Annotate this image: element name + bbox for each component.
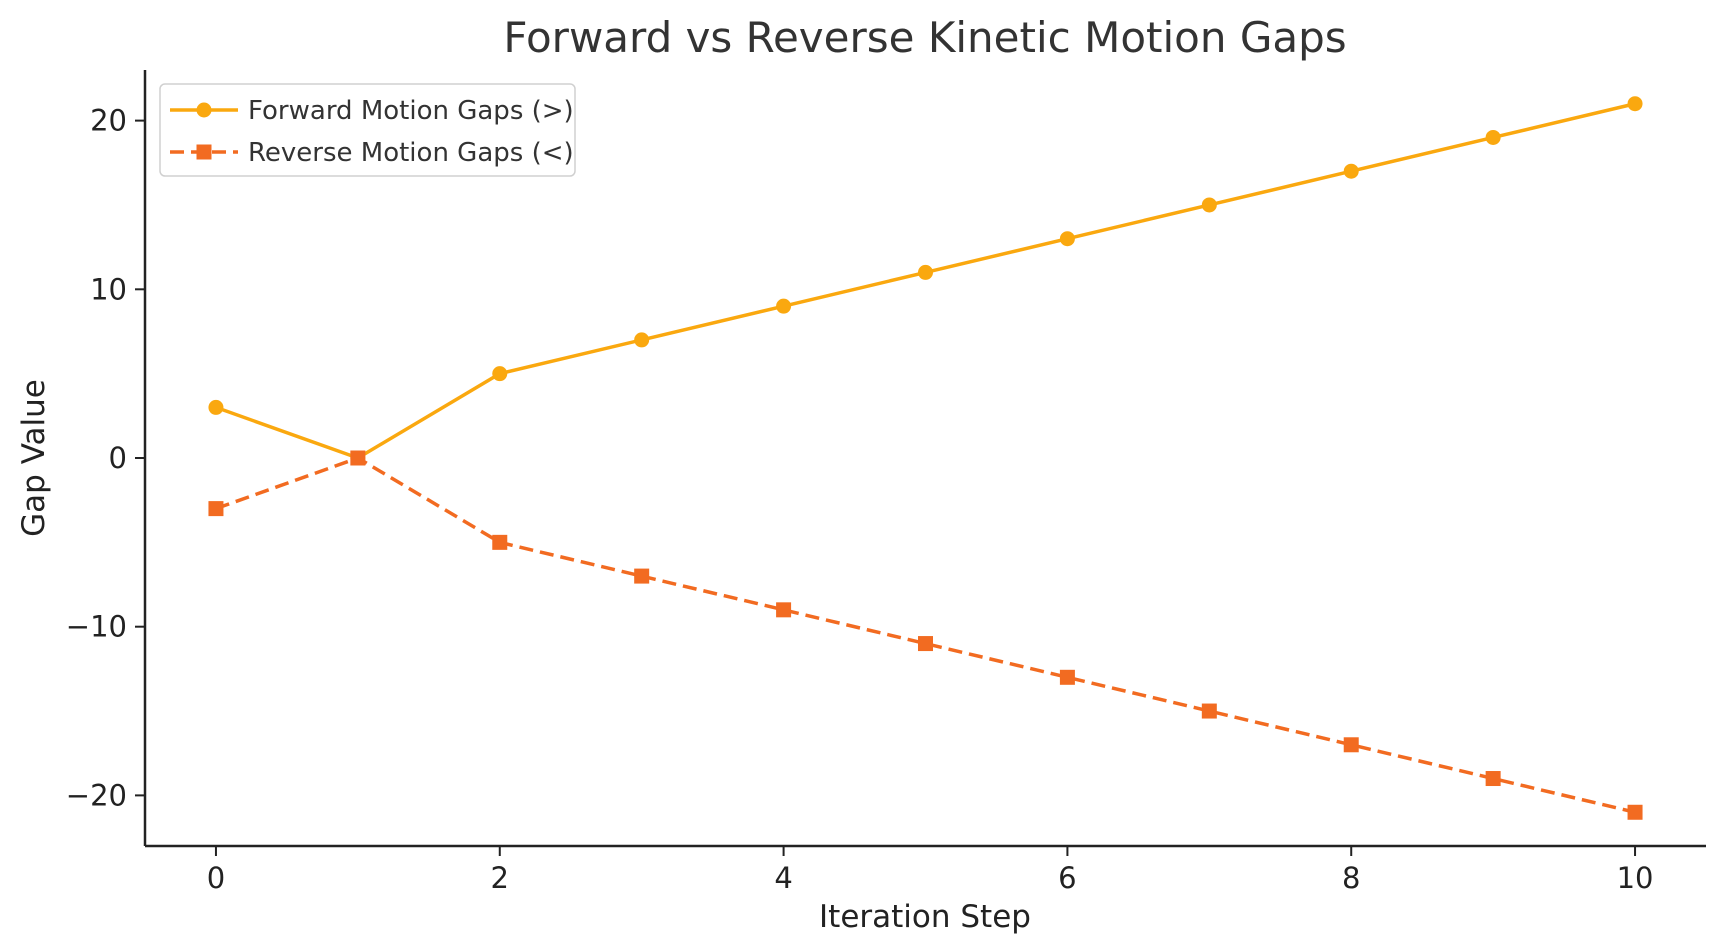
legend-marker (196, 102, 212, 118)
data-point (350, 450, 366, 466)
data-point (1485, 129, 1501, 145)
data-point (492, 534, 508, 550)
y-tick-label: 10 (90, 272, 127, 306)
x-tick-label: 8 (1342, 861, 1360, 895)
data-point (492, 366, 508, 382)
x-tick-label: 2 (491, 861, 509, 895)
data-point (776, 602, 792, 618)
axes (143, 70, 1706, 848)
data-point (1343, 163, 1359, 179)
x-tick-label: 6 (1058, 861, 1076, 895)
series-line (215, 456, 1636, 814)
legend-box (159, 83, 576, 177)
data-point (1059, 669, 1075, 685)
data-point (208, 399, 224, 415)
series-forward (208, 96, 1643, 466)
y-tick-label: −10 (66, 610, 127, 644)
data-point (1627, 96, 1643, 112)
legend-label: Reverse Motion Gaps (<) (248, 138, 574, 168)
data-point (918, 636, 933, 652)
data-point (634, 568, 650, 584)
data-point (1485, 771, 1501, 787)
x-tick-label: 0 (207, 861, 225, 895)
x-axis-label: Iteration Step (819, 899, 1031, 935)
y-tick-label: −20 (66, 778, 127, 812)
data-point (208, 501, 224, 517)
legend-entry: Reverse Motion Gaps (<) (170, 138, 574, 168)
data-point (1201, 703, 1217, 719)
legend: Forward Motion Gaps (>) Reverse Motion Ga… (159, 83, 576, 177)
y-tick-label: 0 (109, 441, 127, 475)
legend-marker (196, 144, 212, 160)
data-point (776, 298, 792, 314)
ticks: 0 2 4 6 8 10 −20 −10 0 10 20 (66, 104, 1654, 895)
data-point (1201, 197, 1217, 213)
x-tick-label: 4 (774, 861, 792, 895)
data-point (1059, 231, 1075, 247)
y-tick-label: 20 (90, 104, 127, 138)
y-axis-label: Gap Value (16, 379, 52, 537)
series-reverse (208, 450, 1643, 820)
data-point (1627, 804, 1643, 820)
data-point (634, 332, 650, 348)
legend-label: Forward Motion Gaps (>) (248, 96, 574, 126)
data-point (918, 264, 933, 280)
chart-title: Forward vs Reverse Kinetic Motion Gaps (503, 13, 1346, 62)
data-point (1343, 737, 1359, 753)
legend-entry: Forward Motion Gaps (>) (170, 96, 574, 126)
series-layer (208, 96, 1643, 820)
x-tick-label: 10 (1617, 861, 1654, 895)
